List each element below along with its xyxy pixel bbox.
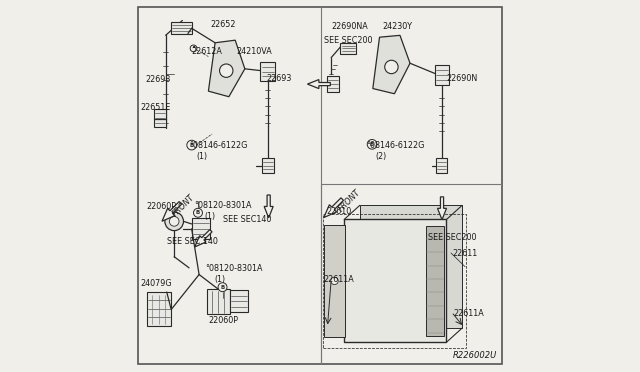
Circle shape xyxy=(367,140,377,149)
Circle shape xyxy=(170,217,179,226)
Circle shape xyxy=(187,140,196,150)
Polygon shape xyxy=(195,230,212,247)
Polygon shape xyxy=(209,40,245,97)
Text: 22611: 22611 xyxy=(452,249,477,258)
Text: °08120-8301A: °08120-8301A xyxy=(205,264,263,273)
Bar xyxy=(340,43,356,54)
Text: 22693: 22693 xyxy=(145,76,170,84)
Text: (1): (1) xyxy=(196,153,207,161)
Bar xyxy=(191,218,211,239)
Text: °08146-6122G: °08146-6122G xyxy=(367,141,425,150)
Bar xyxy=(154,109,166,127)
Text: FRONT: FRONT xyxy=(337,187,362,213)
Text: (2): (2) xyxy=(375,152,387,161)
Polygon shape xyxy=(264,195,273,218)
Bar xyxy=(360,205,462,328)
Text: 22690N: 22690N xyxy=(447,74,477,83)
Bar xyxy=(207,289,230,314)
Text: SEE SEC200: SEE SEC200 xyxy=(324,36,372,45)
Text: 22611A: 22611A xyxy=(323,275,354,284)
Bar xyxy=(326,76,339,92)
Polygon shape xyxy=(373,35,410,94)
Bar xyxy=(230,290,248,312)
Text: 22690NA: 22690NA xyxy=(331,22,368,31)
Polygon shape xyxy=(324,198,344,218)
Text: 22610: 22610 xyxy=(326,207,351,216)
Text: 24210VA: 24210VA xyxy=(236,47,272,56)
Bar xyxy=(435,65,449,85)
Text: 22652: 22652 xyxy=(211,20,236,29)
Text: (1): (1) xyxy=(205,212,216,221)
Text: B: B xyxy=(220,285,225,290)
Bar xyxy=(436,158,447,173)
Polygon shape xyxy=(307,80,330,89)
Bar xyxy=(172,22,191,34)
Polygon shape xyxy=(438,197,447,220)
Polygon shape xyxy=(162,202,182,221)
Circle shape xyxy=(190,45,197,52)
Bar xyxy=(147,292,172,326)
Text: SEE SEC.140: SEE SEC.140 xyxy=(168,237,218,246)
Text: (1): (1) xyxy=(214,275,225,284)
Text: ·: · xyxy=(191,44,196,53)
Text: 22611A: 22611A xyxy=(453,309,484,318)
Text: 22060P: 22060P xyxy=(147,202,176,211)
Circle shape xyxy=(218,283,227,292)
Bar xyxy=(426,226,444,336)
Text: 22651E: 22651E xyxy=(141,103,171,112)
Text: 24079G: 24079G xyxy=(141,279,172,288)
Bar xyxy=(260,62,275,81)
Text: B: B xyxy=(370,142,374,147)
Bar xyxy=(323,214,466,348)
Text: SEE SEC140: SEE SEC140 xyxy=(223,215,271,224)
Text: SEE SEC200: SEE SEC200 xyxy=(428,233,476,242)
Circle shape xyxy=(165,212,184,231)
Text: °08146-6122G: °08146-6122G xyxy=(189,141,248,150)
Circle shape xyxy=(193,208,202,217)
Circle shape xyxy=(385,60,398,74)
Text: FRONT: FRONT xyxy=(170,193,196,218)
Circle shape xyxy=(331,277,338,285)
Text: B: B xyxy=(189,142,194,148)
Bar xyxy=(262,158,274,173)
Bar xyxy=(344,219,447,342)
Text: R226002U: R226002U xyxy=(452,351,497,360)
Text: 22693: 22693 xyxy=(266,74,291,83)
Text: 22060P: 22060P xyxy=(209,316,239,325)
Text: 22612A: 22612A xyxy=(191,47,223,56)
Text: °08120-8301A: °08120-8301A xyxy=(195,201,252,210)
Circle shape xyxy=(220,64,233,77)
Text: 24230Y: 24230Y xyxy=(383,22,413,31)
Text: B: B xyxy=(196,210,200,215)
Bar xyxy=(324,225,346,337)
